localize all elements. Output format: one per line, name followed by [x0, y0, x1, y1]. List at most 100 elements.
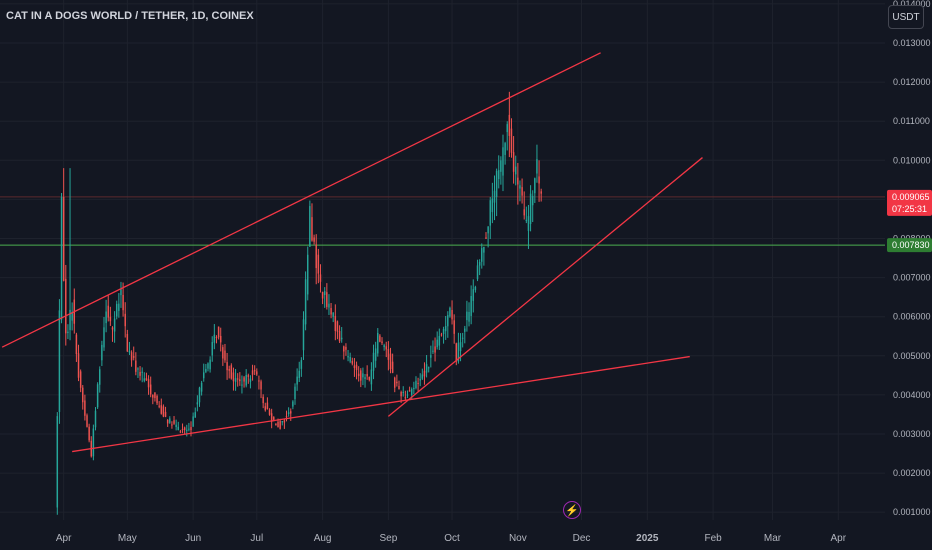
- candle-body: [160, 405, 163, 414]
- candle-body: [166, 419, 169, 424]
- candle-body: [69, 309, 71, 331]
- candle-body: [326, 292, 328, 307]
- candle-body: [213, 334, 216, 343]
- candle-body: [470, 296, 472, 316]
- candle-body: [281, 421, 284, 423]
- candle-body: [154, 392, 156, 399]
- candle-body: [228, 369, 230, 371]
- price-badges: 0.009065 07:25:31 0.007830: [887, 189, 932, 253]
- candle-body: [413, 388, 415, 390]
- candle-body: [512, 152, 515, 172]
- candle-body: [444, 326, 447, 332]
- candle-body: [398, 386, 400, 390]
- candle-body: [82, 387, 84, 403]
- candle-body: [183, 427, 186, 431]
- candle-body: [410, 389, 413, 395]
- candle-body: [198, 387, 201, 403]
- candle-body: [383, 345, 385, 348]
- candle-body: [188, 428, 190, 430]
- candle-body: [173, 420, 175, 424]
- price-axis[interactable]: 0.001000 0.002000 0.003000 0.004000 0.005000…: [893, 0, 931, 517]
- candle-body: [190, 427, 192, 431]
- time-tick-label: Jun: [185, 533, 201, 544]
- time-axis[interactable]: Apr May Jun Jul Aug Sep Oct Nov Dec 2025 Feb Mar Apr: [56, 533, 847, 544]
- candle-body: [105, 311, 107, 324]
- candle-body: [391, 361, 394, 373]
- candle-body: [525, 219, 528, 221]
- candle-body: [205, 369, 207, 372]
- time-tick-label: Apr: [56, 533, 72, 544]
- price-tick-label: 0.013000: [893, 38, 931, 48]
- time-tick-label: May: [118, 533, 137, 544]
- candle-body: [196, 402, 199, 405]
- candle-body: [239, 379, 241, 382]
- candle-body: [71, 311, 73, 321]
- candle-body: [230, 365, 233, 379]
- time-tick-label: Sep: [379, 533, 397, 544]
- candle-body: [421, 374, 424, 379]
- candle-body: [279, 421, 281, 429]
- candle-body: [523, 209, 525, 216]
- candle-body: [379, 335, 381, 342]
- candle-body: [351, 361, 354, 364]
- candle-body: [194, 412, 196, 418]
- lightning-icon[interactable]: ⚡: [563, 501, 581, 519]
- candle-body: [330, 308, 332, 315]
- candle-body: [323, 291, 326, 296]
- candle-body: [357, 373, 360, 377]
- candle-body: [497, 170, 500, 180]
- trendlines-layer: [1, 52, 703, 453]
- candle-body: [113, 318, 116, 332]
- candle-body: [430, 355, 432, 358]
- candle-body: [319, 274, 322, 282]
- candle-body: [311, 217, 313, 241]
- candle-body: [58, 310, 61, 412]
- candle-body: [224, 350, 226, 361]
- candle-body: [508, 114, 511, 136]
- time-tick-label: Feb: [704, 533, 722, 544]
- currency-selector-button[interactable]: USDT: [888, 5, 924, 29]
- candle-body: [493, 190, 496, 203]
- candle-body: [362, 373, 364, 378]
- candle-body: [451, 310, 453, 320]
- candle-body: [186, 429, 188, 431]
- candle-body: [65, 278, 67, 334]
- candle-body: [304, 279, 307, 325]
- candle-body: [111, 327, 114, 330]
- candle-body: [300, 360, 303, 369]
- candles-layer: [56, 91, 542, 515]
- candle-body: [211, 342, 213, 356]
- candle-body: [474, 286, 477, 290]
- candle-body: [377, 332, 379, 354]
- trendline: [1, 52, 601, 348]
- level-price-badge: [887, 238, 932, 253]
- candle-body: [62, 197, 65, 281]
- time-tick-label: Jul: [250, 533, 263, 544]
- candle-body: [349, 356, 351, 362]
- candle-body: [262, 396, 264, 404]
- chart-title: CAT IN A DOGS WORLD / TETHER, 1D, COINEX: [6, 10, 254, 22]
- candle-body: [455, 343, 458, 362]
- candle-body: [449, 307, 451, 317]
- candle-body: [476, 265, 479, 280]
- level-price-label: 0.007830: [892, 240, 930, 250]
- candle-body: [406, 394, 409, 396]
- price-tick-label: 0.004000: [893, 390, 931, 400]
- candle-body: [251, 370, 254, 375]
- candle-body: [419, 379, 421, 381]
- candle-body: [402, 392, 404, 394]
- candle-body: [181, 429, 184, 431]
- candle-body: [404, 397, 407, 399]
- candle-body: [321, 292, 324, 299]
- candle-body: [472, 289, 475, 301]
- candle-body: [489, 200, 491, 226]
- candle-body: [427, 367, 430, 369]
- candle-body: [302, 319, 305, 351]
- candle-body: [309, 206, 311, 247]
- candle-body: [107, 305, 109, 318]
- candle-body: [298, 370, 300, 379]
- candle-body: [432, 350, 434, 352]
- candle-body: [162, 406, 165, 417]
- candle-body: [285, 416, 288, 418]
